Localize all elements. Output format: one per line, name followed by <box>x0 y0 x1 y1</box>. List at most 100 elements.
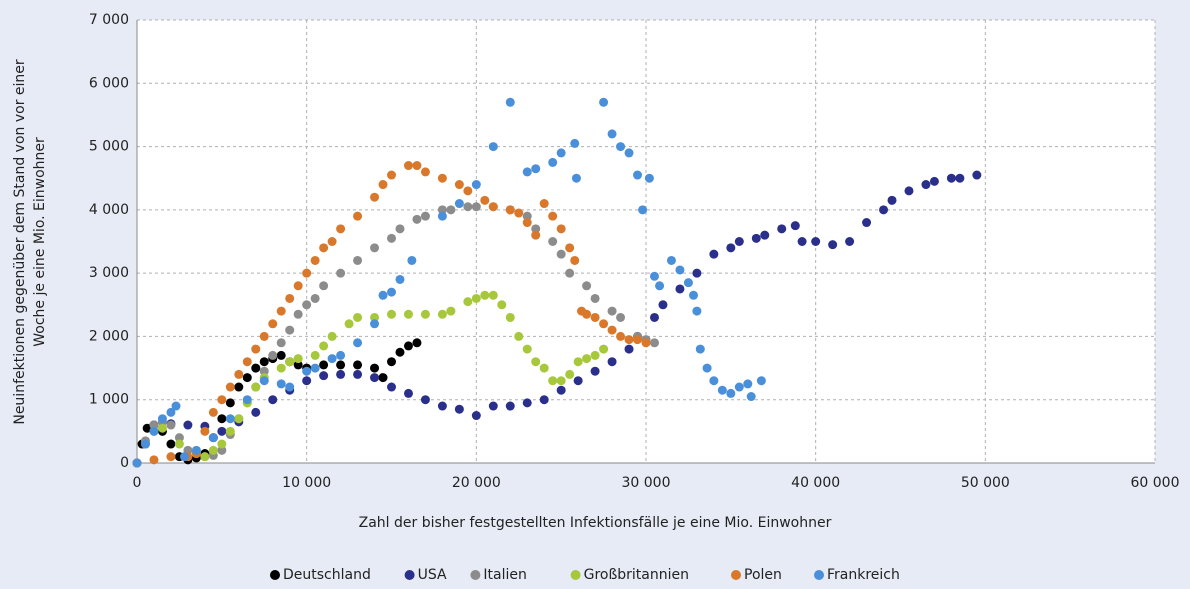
point <box>488 401 498 411</box>
point <box>556 148 566 158</box>
point <box>582 309 592 319</box>
point <box>655 281 665 291</box>
point <box>624 148 634 158</box>
point <box>734 382 744 392</box>
point <box>242 395 252 405</box>
point <box>658 300 668 310</box>
y-tick-label: 5 000 <box>89 139 129 155</box>
point <box>370 363 380 373</box>
point <box>403 309 413 319</box>
point <box>403 161 413 171</box>
point <box>446 205 456 215</box>
point <box>797 237 807 246</box>
y-tick-label: 2 000 <box>89 328 129 344</box>
point <box>259 357 269 367</box>
point <box>387 287 396 297</box>
point <box>556 249 566 259</box>
point <box>285 382 295 392</box>
point <box>370 319 380 329</box>
point <box>259 366 269 376</box>
point <box>726 388 736 398</box>
point <box>412 214 422 224</box>
point <box>590 293 600 303</box>
point <box>132 458 142 468</box>
point <box>590 312 600 322</box>
point <box>946 173 956 183</box>
y-tick-label: 3 000 <box>89 265 129 281</box>
point <box>387 382 396 392</box>
point <box>582 281 592 291</box>
point <box>319 341 329 351</box>
point <box>539 395 549 405</box>
point <box>387 233 396 243</box>
point <box>471 202 481 212</box>
point <box>395 274 405 284</box>
point <box>251 363 261 373</box>
point <box>378 373 388 383</box>
point <box>565 268 575 278</box>
point <box>420 309 430 319</box>
point <box>675 284 685 294</box>
point <box>285 293 295 303</box>
point <box>387 357 396 367</box>
point <box>319 281 329 291</box>
point <box>607 306 617 316</box>
point <box>319 371 329 381</box>
legend-label: Frankreich <box>827 567 900 583</box>
point <box>217 414 227 424</box>
point <box>149 455 159 465</box>
point <box>845 237 855 246</box>
point <box>582 354 592 364</box>
point <box>548 157 558 167</box>
point <box>638 205 648 215</box>
point <box>633 335 643 345</box>
point <box>234 382 244 392</box>
point <box>624 335 634 345</box>
point <box>565 243 575 253</box>
point <box>319 360 329 370</box>
point <box>174 433 184 443</box>
y-tick-label: 6 000 <box>89 75 129 91</box>
point <box>336 369 346 379</box>
point <box>689 290 699 300</box>
point <box>514 208 524 218</box>
point <box>225 414 235 424</box>
point <box>666 255 676 265</box>
point <box>276 338 286 348</box>
point <box>649 312 659 322</box>
legend-label: Italien <box>483 567 526 583</box>
point <box>208 433 218 443</box>
point <box>180 452 190 462</box>
x-tick-label: 10 000 <box>282 475 331 491</box>
point <box>522 398 532 408</box>
point <box>649 271 659 281</box>
y-tick-label: 4 000 <box>89 202 129 218</box>
point <box>454 199 464 209</box>
point <box>259 376 269 386</box>
point <box>336 350 346 360</box>
point <box>616 331 626 341</box>
point <box>395 347 405 357</box>
point <box>353 360 363 370</box>
point <box>327 237 337 246</box>
point <box>695 344 705 354</box>
point <box>760 230 770 240</box>
point <box>420 211 430 221</box>
point <box>285 325 295 335</box>
point <box>336 224 346 234</box>
legend-label: USA <box>418 567 447 583</box>
point <box>378 180 388 190</box>
point <box>268 319 278 329</box>
point <box>395 224 405 234</box>
point <box>200 452 210 462</box>
legend-label: Polen <box>744 567 782 583</box>
point <box>319 243 329 253</box>
point <box>171 401 181 411</box>
point <box>310 293 320 303</box>
point <box>649 338 659 348</box>
point <box>166 407 176 417</box>
point <box>344 319 354 329</box>
point <box>437 309 447 319</box>
point <box>208 407 218 417</box>
point <box>641 338 651 348</box>
